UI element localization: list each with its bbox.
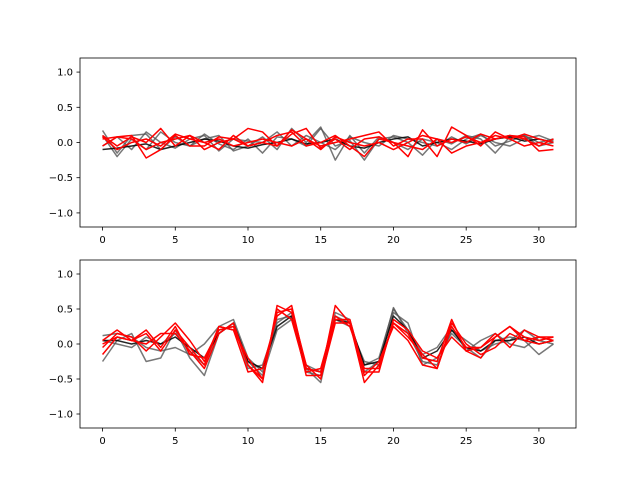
x-tick-label-top-2: 10 [242, 235, 255, 246]
y-tick-label-top-4: 1.0 [57, 68, 73, 79]
series-line-bottom-7 [101, 308, 554, 380]
series-line-top-7 [102, 133, 554, 154]
x-tick-label-bottom-2: 10 [242, 436, 255, 447]
x-tick-label-top-6: 30 [533, 235, 546, 246]
series-group-top [101, 126, 554, 161]
axes-top: 0 5 10 15 20 25 30 −1.0 −0.5 0.0 0.5 1.0 [49, 57, 577, 246]
x-tick-label-bottom-3: 15 [314, 436, 327, 447]
y-tick-label-bottom-4: 1.0 [57, 270, 73, 281]
x-tick-label-top-5: 25 [460, 235, 473, 246]
x-tick-label-top-0: 0 [99, 235, 105, 246]
x-tick-label-bottom-1: 5 [172, 436, 178, 447]
y-tick-label-bottom-0: −1.0 [49, 410, 73, 421]
series-line-top-1 [102, 131, 554, 152]
y-tick-label-bottom-1: −0.5 [49, 375, 73, 386]
x-tick-label-bottom-4: 20 [387, 436, 400, 447]
y-tick-label-bottom-2: 0.0 [57, 340, 73, 351]
series-line-bottom-5 [102, 308, 554, 380]
series-line-top-5 [102, 127, 554, 158]
x-tick-label-bottom-0: 0 [99, 436, 105, 447]
x-tick-label-bottom-5: 25 [460, 436, 473, 447]
y-tick-label-top-3: 0.5 [57, 103, 73, 114]
series-line-bottom-6 [102, 304, 554, 373]
y-tick-label-bottom-3: 0.5 [57, 305, 73, 316]
series-group-bottom [101, 304, 554, 384]
y-tick-label-top-2: 0.0 [57, 138, 73, 149]
y-tick-label-top-1: −0.5 [49, 173, 73, 184]
x-tick-label-bottom-6: 30 [533, 436, 546, 447]
y-tick-label-top-0: −1.0 [49, 208, 73, 219]
x-tick-label-top-3: 15 [314, 235, 327, 246]
x-tick-label-top-1: 5 [172, 235, 178, 246]
axes-bottom: 0 5 10 15 20 25 30 −1.0 −0.5 0.0 0.5 1.0 [49, 259, 577, 447]
x-tick-label-top-4: 20 [387, 235, 400, 246]
